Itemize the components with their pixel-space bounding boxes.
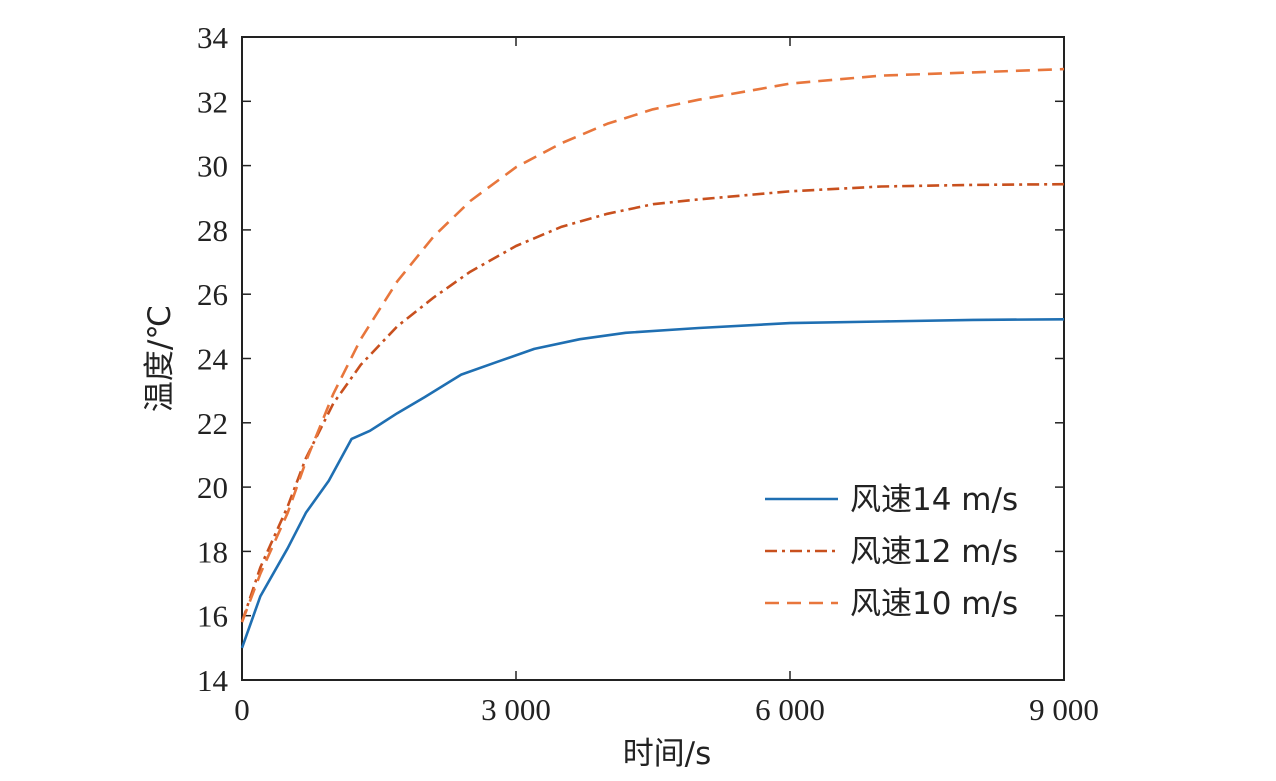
- y-tick-label: 28: [197, 213, 228, 248]
- series-group: [240, 67, 1065, 649]
- series-line-3: [240, 67, 1065, 623]
- y-tick-label: 24: [197, 342, 229, 377]
- legend-label-3: 风速10 m/s: [850, 586, 1018, 622]
- legend-label-1: 风速14 m/s: [850, 482, 1018, 518]
- x-tick-label: 3 000: [481, 692, 551, 727]
- y-tick-label: 20: [197, 470, 228, 505]
- ticks: 14 16 18 20 22 24 26 28 30 32 34 0 3 000 6 000 9 000: [197, 20, 1099, 727]
- x-tick-label: 0: [234, 692, 250, 727]
- x-tick-label: 9 000: [1029, 692, 1099, 727]
- legend-label-2: 风速12 m/s: [850, 534, 1018, 570]
- y-tick-label: 30: [197, 149, 228, 184]
- y-tick-label: 26: [197, 277, 228, 312]
- y-tick-label: 32: [197, 84, 228, 119]
- legend: 风速14 m/s 风速12 m/s 风速10 m/s: [765, 482, 1018, 622]
- y-tick-label: 18: [197, 534, 228, 569]
- y-axis-title: 温度/℃: [142, 305, 178, 412]
- y-tick-label: 14: [197, 663, 229, 698]
- x-axis-title: 时间/s: [623, 736, 712, 772]
- y-tick-label: 22: [197, 406, 228, 441]
- y-tick-label: 16: [197, 599, 228, 634]
- series-line-1: [240, 318, 1065, 649]
- y-tick-label: 34: [197, 20, 229, 55]
- x-tick-label: 6 000: [755, 692, 825, 727]
